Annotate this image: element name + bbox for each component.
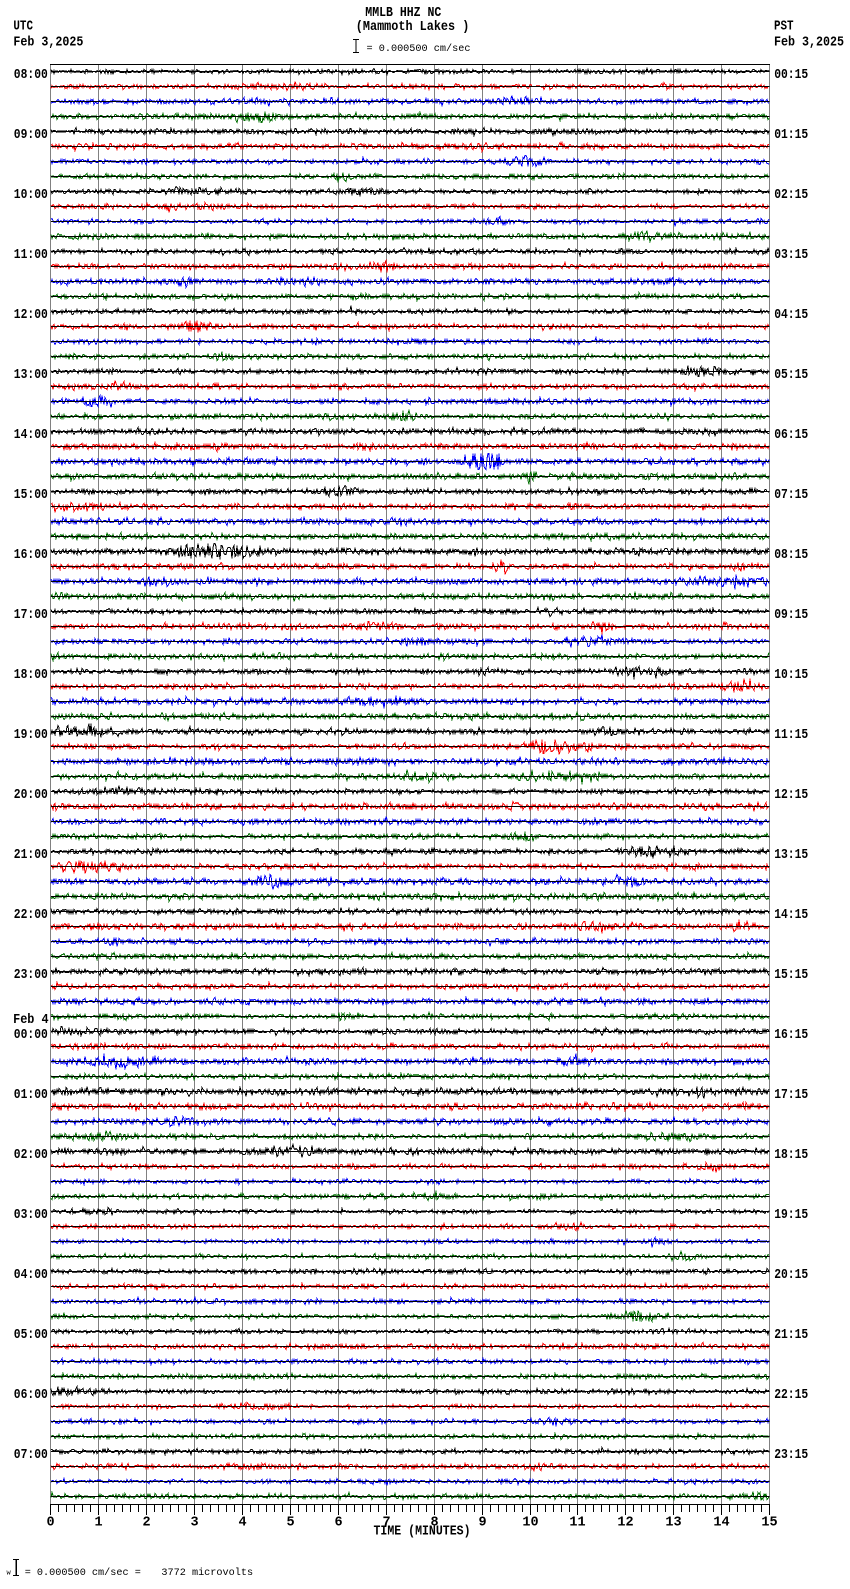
svg-text:20:00: 20:00 bbox=[14, 788, 48, 803]
svg-text:PST: PST bbox=[774, 20, 794, 35]
svg-text:02:15: 02:15 bbox=[774, 188, 808, 203]
svg-text:11:15: 11:15 bbox=[774, 728, 808, 743]
svg-text:21:15: 21:15 bbox=[774, 1328, 808, 1343]
svg-text:00:15: 00:15 bbox=[774, 68, 808, 83]
svg-text:01:00: 01:00 bbox=[14, 1088, 48, 1103]
svg-text:18:00: 18:00 bbox=[14, 668, 48, 683]
svg-text:15:15: 15:15 bbox=[774, 968, 808, 983]
svg-text:05:15: 05:15 bbox=[774, 368, 808, 383]
svg-text:3772 microvolts: 3772 microvolts bbox=[161, 1567, 253, 1579]
svg-text:Feb 4: Feb 4 bbox=[13, 1013, 49, 1028]
svg-text:11: 11 bbox=[569, 1516, 585, 1531]
svg-text:11:00: 11:00 bbox=[14, 248, 48, 263]
svg-text:08:15: 08:15 bbox=[774, 548, 808, 563]
svg-text:13: 13 bbox=[665, 1516, 681, 1531]
svg-text:Feb 3,2025: Feb 3,2025 bbox=[13, 36, 83, 51]
svg-text:12:15: 12:15 bbox=[774, 788, 808, 803]
svg-text:06:00: 06:00 bbox=[14, 1388, 48, 1403]
svg-text:3: 3 bbox=[190, 1516, 198, 1531]
svg-text:02:00: 02:00 bbox=[14, 1148, 48, 1163]
svg-text:1: 1 bbox=[94, 1516, 102, 1531]
svg-text:03:15: 03:15 bbox=[774, 248, 808, 263]
svg-text:06:15: 06:15 bbox=[774, 428, 808, 443]
svg-text:22:00: 22:00 bbox=[14, 908, 48, 923]
svg-text:20:15: 20:15 bbox=[774, 1268, 808, 1283]
svg-text:TIME (MINUTES): TIME (MINUTES) bbox=[374, 1525, 471, 1540]
svg-text:16:15: 16:15 bbox=[774, 1028, 808, 1043]
svg-text:17:15: 17:15 bbox=[774, 1088, 808, 1103]
svg-text:04:00: 04:00 bbox=[14, 1268, 48, 1283]
svg-text:14:15: 14:15 bbox=[774, 908, 808, 923]
svg-text:07:15: 07:15 bbox=[774, 488, 808, 503]
svg-text:9: 9 bbox=[478, 1516, 486, 1531]
svg-text:15: 15 bbox=[761, 1516, 777, 1531]
svg-text:7: 7 bbox=[382, 1516, 390, 1531]
svg-text:= 0.000500 cm/sec: = 0.000500 cm/sec bbox=[367, 43, 471, 55]
svg-text:10:00: 10:00 bbox=[14, 188, 48, 203]
svg-text:05:00: 05:00 bbox=[14, 1328, 48, 1343]
svg-text:4: 4 bbox=[238, 1516, 246, 1531]
svg-text:23:00: 23:00 bbox=[14, 968, 48, 983]
svg-text:= 0.000500 cm/sec =: = 0.000500 cm/sec = bbox=[25, 1567, 141, 1579]
svg-text:14: 14 bbox=[713, 1516, 729, 1531]
svg-text:12:00: 12:00 bbox=[14, 308, 48, 323]
svg-text:14:00: 14:00 bbox=[14, 428, 48, 443]
svg-text:19:00: 19:00 bbox=[14, 728, 48, 743]
svg-text:5: 5 bbox=[286, 1516, 294, 1531]
svg-text:00:00: 00:00 bbox=[14, 1028, 48, 1043]
svg-text:2: 2 bbox=[142, 1516, 150, 1531]
svg-text:0: 0 bbox=[46, 1516, 54, 1531]
svg-text:UTC: UTC bbox=[13, 20, 33, 35]
svg-text:MMLB HHZ NC: MMLB HHZ NC bbox=[365, 5, 441, 21]
svg-text:(Mammoth Lakes ): (Mammoth Lakes ) bbox=[356, 19, 470, 35]
svg-text:13:15: 13:15 bbox=[774, 848, 808, 863]
svg-text:07:00: 07:00 bbox=[14, 1448, 48, 1463]
svg-text:10: 10 bbox=[522, 1516, 538, 1531]
svg-text:15:00: 15:00 bbox=[14, 488, 48, 503]
svg-text:18:15: 18:15 bbox=[774, 1148, 808, 1163]
svg-text:6: 6 bbox=[334, 1516, 342, 1531]
svg-text:w: w bbox=[7, 1570, 12, 1578]
svg-text:08:00: 08:00 bbox=[14, 68, 48, 83]
svg-text:09:00: 09:00 bbox=[14, 128, 48, 143]
svg-text:09:15: 09:15 bbox=[774, 608, 808, 623]
svg-text:03:00: 03:00 bbox=[14, 1208, 48, 1223]
svg-text:23:15: 23:15 bbox=[774, 1448, 808, 1463]
svg-text:04:15: 04:15 bbox=[774, 308, 808, 323]
svg-text:12: 12 bbox=[617, 1516, 633, 1531]
svg-text:22:15: 22:15 bbox=[774, 1388, 808, 1403]
svg-text:01:15: 01:15 bbox=[774, 128, 808, 143]
svg-text:21:00: 21:00 bbox=[14, 848, 48, 863]
svg-text:13:00: 13:00 bbox=[14, 368, 48, 383]
svg-text:Feb 3,2025: Feb 3,2025 bbox=[774, 36, 844, 51]
svg-text:19:15: 19:15 bbox=[774, 1208, 808, 1223]
svg-text:8: 8 bbox=[430, 1516, 438, 1531]
svg-text:17:00: 17:00 bbox=[14, 608, 48, 623]
svg-text:10:15: 10:15 bbox=[774, 668, 808, 683]
svg-text:16:00: 16:00 bbox=[14, 548, 48, 563]
